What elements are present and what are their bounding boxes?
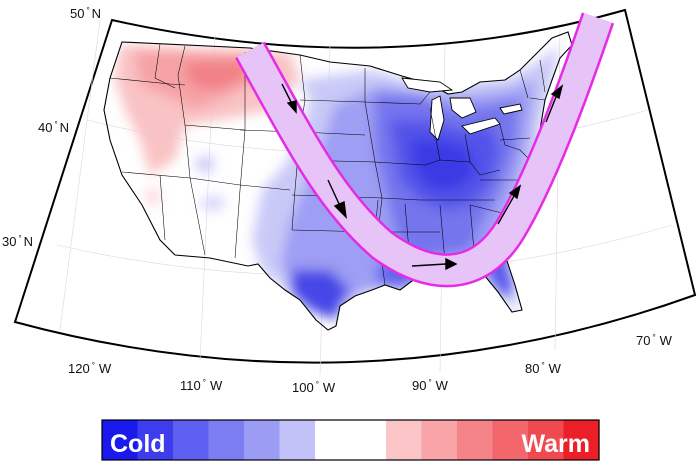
latitude-labels: 50 ° N 40 ° N 30 ° N <box>2 6 101 249</box>
lon-label-80: 80 ° W <box>525 361 562 376</box>
legend-swatch <box>279 420 316 460</box>
legend-swatch <box>563 420 600 460</box>
legend-colorbar: Cold Warm <box>101 419 600 461</box>
legend-swatch <box>528 420 565 460</box>
legend-cold-label: Cold <box>110 430 166 458</box>
legend-warm-label: Warm <box>521 430 590 458</box>
legend-swatch <box>137 420 174 460</box>
lon-label-110: 110 ° W <box>180 378 223 393</box>
legend-swatch <box>244 420 281 460</box>
great-lakes <box>401 77 523 141</box>
conus-outline <box>103 31 573 331</box>
legend-swatch <box>350 420 387 460</box>
legend-swatch <box>208 420 245 460</box>
legend-swatch <box>457 420 494 460</box>
jet-stream-band <box>235 12 615 288</box>
legend-swatch <box>173 420 210 460</box>
lon-label-90: 90 ° W <box>412 378 449 393</box>
legend-swatch <box>315 420 352 460</box>
legend-swatch <box>492 420 529 460</box>
legend-frame <box>101 419 600 461</box>
lat-label-30: 30 ° N <box>2 234 33 249</box>
legend-swatch <box>102 420 139 460</box>
lon-label-70: 70 ° W <box>636 333 673 348</box>
lat-label-50: 50 ° N <box>70 6 101 21</box>
lon-label-100: 100 ° W <box>292 380 336 395</box>
lon-label-120: 120 ° W <box>68 361 112 376</box>
flow-arrows <box>281 83 564 271</box>
longitude-labels: 120 ° W 110 ° W 100 ° W 90 ° W 80 ° W 70 ° W <box>68 333 673 395</box>
lat-label-40: 40 ° N <box>38 120 69 135</box>
legend-swatch <box>386 420 423 460</box>
legend-swatch <box>421 420 458 460</box>
